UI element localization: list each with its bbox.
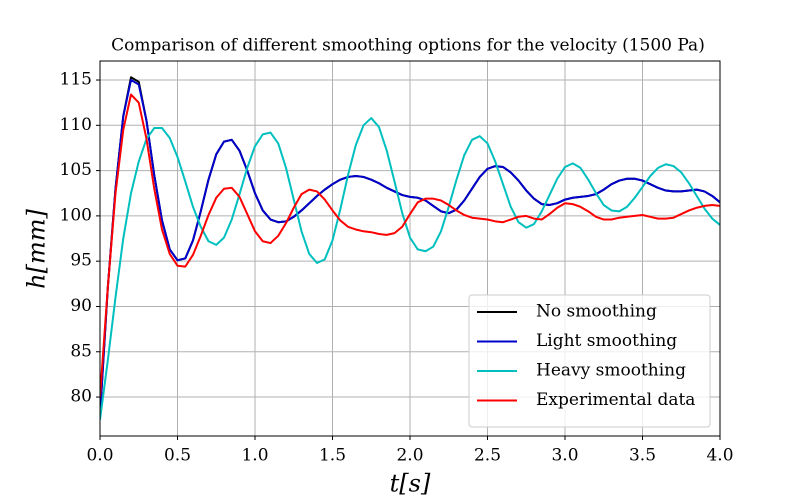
x-tick-label: 2.0	[396, 446, 423, 466]
x-tick-label: 2.5	[474, 446, 501, 466]
x-tick-label: 1.5	[319, 446, 346, 466]
y-tick-label: 85	[70, 341, 92, 361]
x-tick-label: 0.0	[86, 446, 113, 466]
y-axis-label: h[mm]	[23, 209, 51, 289]
y-tick-label: 115	[60, 70, 92, 90]
y-tick-label: 95	[70, 251, 92, 271]
y-tick-label: 100	[60, 205, 92, 225]
plot-lines	[100, 76, 720, 420]
x-tick-label: 1.0	[241, 446, 268, 466]
y-tick-label: 80	[70, 387, 92, 407]
x-tick-label: 0.5	[164, 446, 191, 466]
legend-label: No smoothing	[536, 302, 657, 322]
legend: No smoothing Light smoothing Heavy smoothi…	[468, 294, 711, 428]
x-tick-label: 3.0	[551, 446, 578, 466]
x-tick-label: 3.5	[629, 446, 656, 466]
axes: 0.0 0.5 1.0 1.5 2.0 2.5 3.0 3.5 4.0 80 85 90 95 100 10…	[60, 70, 734, 466]
x-axis-label: t[s]	[390, 470, 431, 498]
legend-label: Heavy smoothing	[536, 361, 686, 381]
chart-title: Comparison of different smoothing option…	[111, 36, 705, 56]
series-line	[100, 79, 720, 416]
legend-label: Light smoothing	[536, 331, 677, 351]
series-line	[100, 93, 720, 398]
y-tick-label: 90	[70, 296, 92, 316]
legend-box	[468, 294, 711, 428]
y-tick-label: 105	[60, 160, 92, 180]
x-tick-label: 4.0	[706, 446, 733, 466]
y-tick-label: 110	[60, 115, 92, 135]
legend-label: Experimental data	[536, 390, 695, 410]
